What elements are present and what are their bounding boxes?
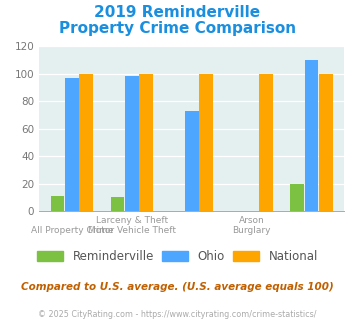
Text: Compared to U.S. average. (U.S. average equals 100): Compared to U.S. average. (U.S. average …	[21, 282, 334, 292]
Bar	[319, 74, 333, 211]
Bar	[139, 74, 153, 211]
Bar	[51, 196, 65, 211]
Bar	[125, 77, 139, 211]
Bar	[80, 74, 93, 211]
Text: All Property Crime: All Property Crime	[31, 226, 113, 235]
Text: Burglary: Burglary	[232, 226, 271, 235]
Text: © 2025 CityRating.com - https://www.cityrating.com/crime-statistics/: © 2025 CityRating.com - https://www.city…	[38, 310, 317, 319]
Text: Arson: Arson	[239, 216, 264, 225]
Bar	[185, 111, 198, 211]
Bar	[65, 78, 79, 211]
Text: 2019 Reminderville: 2019 Reminderville	[94, 5, 261, 20]
Bar	[199, 74, 213, 211]
Bar	[305, 60, 318, 211]
Legend: Reminderville, Ohio, National: Reminderville, Ohio, National	[32, 245, 323, 268]
Text: Motor Vehicle Theft: Motor Vehicle Theft	[88, 226, 176, 235]
Bar	[111, 197, 124, 211]
Text: Larceny & Theft: Larceny & Theft	[96, 216, 168, 225]
Bar	[290, 184, 304, 211]
Text: Property Crime Comparison: Property Crime Comparison	[59, 21, 296, 36]
Bar	[259, 74, 273, 211]
